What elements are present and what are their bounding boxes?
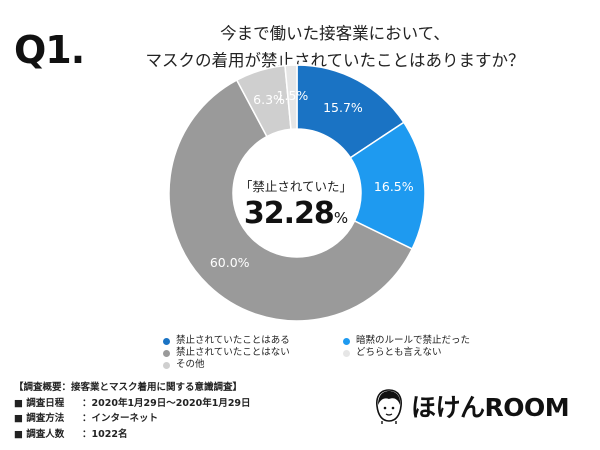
brand-name: ほけんROOM (411, 393, 570, 422)
legend-label: どちらとも言えない (356, 347, 442, 358)
legend-swatch (163, 361, 170, 369)
survey-value: ：2020年1月29日〜2020年1月29日 (82, 397, 251, 409)
question-number: Q1. (14, 28, 85, 72)
survey-row: ■ 調査日程 ：2020年1月29日〜2020年1月29日 (14, 396, 251, 412)
survey-value: ：インターネット (82, 413, 159, 424)
legend-label: 暗黙のルールで禁止だった (356, 335, 471, 346)
legend-item: 禁止されていたことはない (163, 347, 343, 359)
survey-summary: 【調査概要：接客業とマスク着用に関する意識調査】 ■ 調査日程 ：2020年1月2… (14, 380, 251, 442)
person-face-icon (376, 389, 402, 424)
legend-label: その他 (176, 359, 205, 370)
slice-value-label: 16.5% (373, 178, 414, 194)
title-line-1: 今まで働いた接客業において、 (220, 24, 450, 43)
survey-key: ■ 調査方法 (14, 413, 65, 424)
survey-row: ■ 調査人数 ：1022名 (14, 427, 251, 443)
title-line-2: マスクの着用が禁止されていたことはありますか？ (145, 51, 525, 70)
legend-item: 暗黙のルールで禁止だった (343, 335, 523, 347)
survey-key: ■ 調査人数 (14, 428, 65, 440)
legend: 禁止されていたことはある 暗黙のルールで禁止だった 禁止されていたことはない ど… (163, 335, 523, 371)
legend-label: 禁止されていたことはない (176, 347, 290, 358)
slice-value-label: 1.5% (276, 88, 309, 104)
survey-value: ：1022名 (82, 428, 128, 440)
legend-label: 禁止されていたことはある (176, 335, 290, 346)
center-value-unit: % (333, 209, 349, 227)
legend-item: どちらとも言えない (343, 347, 523, 359)
legend-swatch (343, 337, 350, 345)
donut-slice (284, 64, 298, 131)
slice-value-label: 6.3% (253, 92, 285, 108)
chart-title: 今まで働いた接客業において、 マスクの着用が禁止されていたことはありますか？ (90, 20, 580, 74)
slice-value-label: 60.0% (209, 254, 250, 270)
center-label: 「禁止されていた」 (239, 179, 353, 194)
survey-heading: 【調査概要：接客業とマスク着用に関する意識調査】 (14, 382, 243, 393)
center-value-number: 32.28 (243, 196, 335, 231)
center-value: 32.28% (228, 196, 364, 231)
donut-slice (349, 121, 426, 250)
legend-item: その他 (163, 359, 343, 371)
donut-slice (168, 79, 414, 322)
legend-swatch (163, 349, 170, 357)
brand-logo: ほけんROOM (373, 388, 570, 424)
slice-value-label: 15.7% (323, 99, 363, 115)
survey-key: ■ 調査日程 (14, 397, 65, 409)
legend-swatch (343, 349, 350, 357)
legend-swatch (163, 337, 170, 345)
legend-item: 禁止されていたことはある (163, 335, 343, 347)
donut-hole (234, 130, 360, 256)
survey-row: ■ 調査方法 ：インターネット (14, 411, 251, 427)
